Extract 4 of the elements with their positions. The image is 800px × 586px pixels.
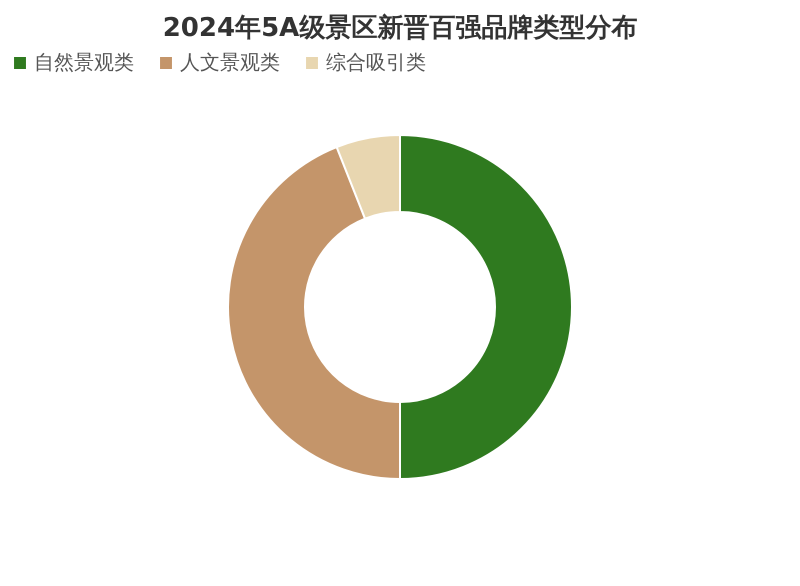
chart-title: 2024年5A级景区新晋百强品牌类型分布 — [162, 13, 638, 43]
legend-label: 人文景观类 — [180, 50, 280, 74]
legend-label: 自然景观类 — [34, 50, 134, 74]
legend-label: 综合吸引类 — [326, 50, 426, 74]
